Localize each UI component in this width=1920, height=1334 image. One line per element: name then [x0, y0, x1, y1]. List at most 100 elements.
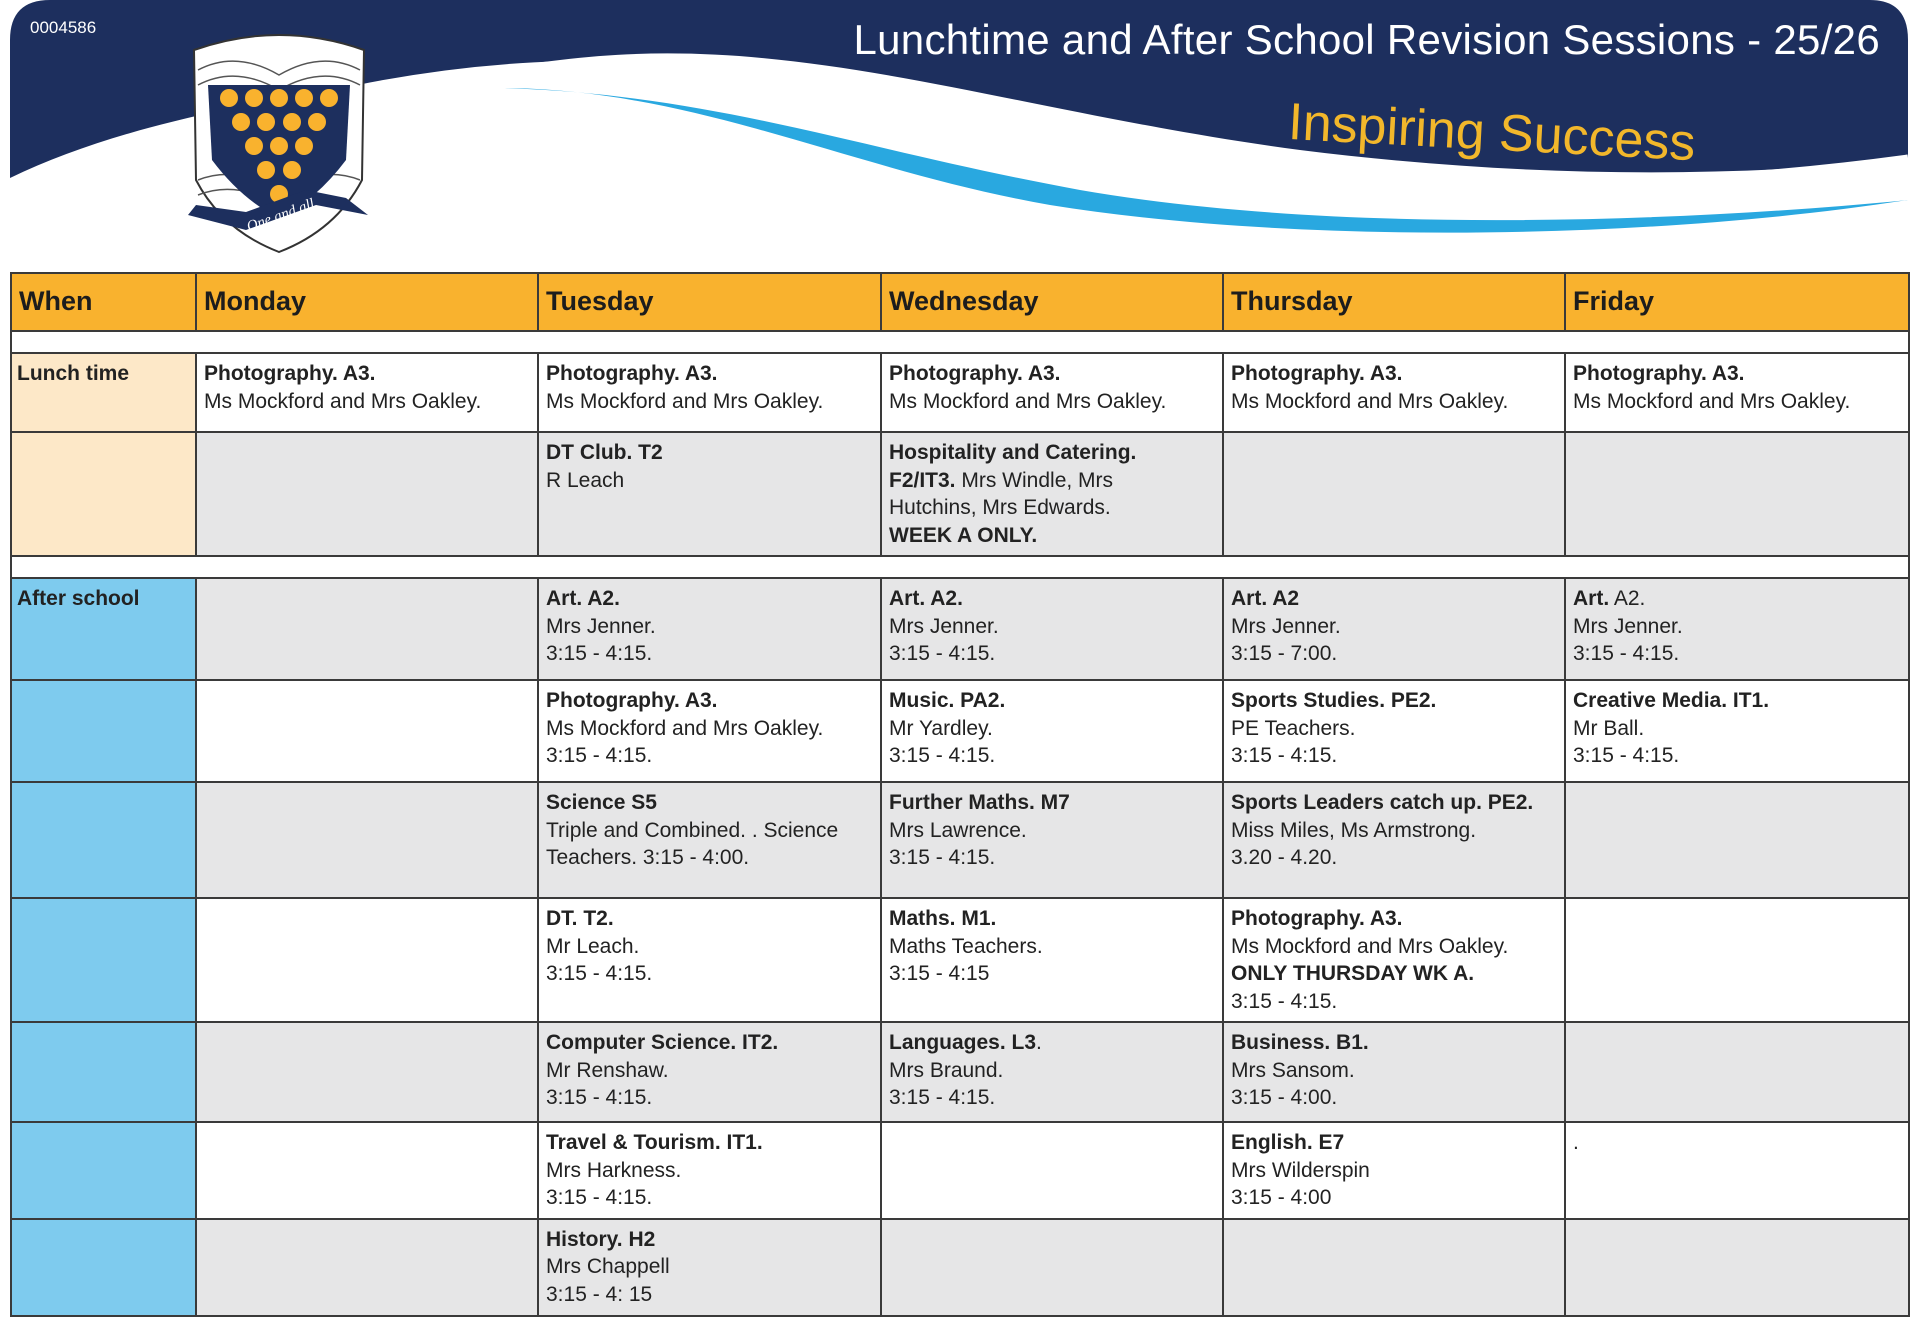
session-line: Teachers. 3:15 - 4:00.: [546, 844, 873, 872]
session-line: Mr Ball.: [1573, 715, 1901, 743]
session-line: Science S5: [546, 789, 873, 817]
session-line: Mr Yardley.: [889, 715, 1215, 743]
session-detail: 3:15 - 4:00: [1231, 1186, 1332, 1209]
session-cell-wednesday: [880, 1217, 1224, 1317]
session-cell-tuesday: Science S5 Triple and Combined. . Science…: [537, 781, 882, 899]
session-detail: Ms Mockford and Mrs Oakley.: [1573, 389, 1851, 413]
session-title: ONLY THURSDAY WK A.: [1231, 962, 1475, 985]
session-cell-tuesday: Photography. A3. Ms Mockford and Mrs Oakl…: [537, 679, 882, 783]
session-line: Miss Miles, Ms Armstrong.: [1231, 817, 1557, 845]
session-line: Languages. L3.: [889, 1029, 1215, 1057]
session-line: Photography. A3.: [546, 687, 873, 715]
session-line: History. H2: [546, 1226, 873, 1254]
session-line: Ms Mockford and Mrs Oakley.: [1231, 933, 1557, 961]
session-detail: Mrs Sansom.: [1231, 1058, 1355, 1082]
session-cell-friday: [1564, 1217, 1910, 1317]
session-cell-tuesday: Computer Science. IT2. Mr Renshaw. 3:15 - …: [537, 1021, 882, 1123]
session-title: Art. A2.: [546, 587, 620, 610]
session-line: 3:15 - 4:15.: [889, 742, 1215, 770]
table-row: DT Club. T2 R Leach Hospitality and Cateri…: [10, 431, 1910, 557]
session-line: DT. T2.: [546, 905, 873, 933]
session-line: Business. B1.: [1231, 1029, 1557, 1057]
session-line: Mrs Jenner.: [1573, 613, 1901, 641]
session-cell-friday: .: [1564, 1121, 1910, 1220]
session-cell-thursday: Art. A2 Mrs Jenner. 3:15 - 7:00.: [1222, 577, 1566, 681]
session-line: Mrs Harkness.: [546, 1157, 873, 1185]
session-line: Mrs Chappell: [546, 1253, 873, 1281]
session-cell-wednesday: Music. PA2. Mr Yardley. 3:15 - 4:15.: [880, 679, 1224, 783]
session-cell-tuesday: Photography. A3. Ms Mockford and Mrs Oakl…: [537, 352, 882, 433]
session-title: Photography. A3.: [1231, 907, 1403, 930]
session-line: Mrs Braund.: [889, 1057, 1215, 1085]
session-title: Photography. A3.: [546, 362, 718, 385]
session-line: Mrs Wilderspin: [1231, 1157, 1557, 1185]
session-cell-thursday: [1222, 1217, 1566, 1317]
spacer-row: [10, 555, 1910, 579]
when-cell: [10, 431, 197, 557]
session-title: Maths. M1.: [889, 907, 997, 930]
session-line: Mrs Jenner.: [889, 613, 1215, 641]
session-cell-wednesday: Further Maths. M7 Mrs Lawrence. 3:15 - 4:1…: [880, 781, 1224, 899]
when-cell: [10, 1021, 197, 1123]
session-detail: 3:15 - 4:15.: [889, 846, 996, 869]
when-cell: Lunch time: [10, 352, 197, 433]
session-detail: Ms Mockford and Mrs Oakley.: [1231, 934, 1509, 958]
session-cell-friday: [1564, 431, 1910, 557]
session-cell-monday: [195, 1021, 539, 1123]
session-detail: Mrs Jenner.: [1231, 614, 1341, 638]
when-cell: [10, 1217, 197, 1317]
session-line: 3:15 - 4:15.: [889, 640, 1215, 668]
session-title: Photography. A3.: [889, 362, 1061, 385]
session-line: Photography. A3.: [546, 360, 873, 388]
session-line: Mrs Jenner.: [546, 613, 873, 641]
session-cell-monday: [195, 897, 539, 1023]
session-detail: Mrs Jenner.: [546, 614, 656, 638]
spacer-cell: [10, 330, 1910, 354]
session-title: Creative Media. IT1.: [1573, 689, 1770, 712]
header-banner: [10, 0, 1909, 233]
session-cell-monday: Photography. A3. Ms Mockford and Mrs Oakl…: [195, 352, 539, 433]
session-detail: Mrs Jenner.: [1573, 614, 1683, 638]
session-line: Music. PA2.: [889, 687, 1215, 715]
session-detail: 3:15 - 4:15.: [1573, 642, 1680, 665]
session-line: 3:15 - 4:15.: [889, 1084, 1215, 1112]
page-title: Lunchtime and After School Revision Sess…: [853, 16, 1880, 63]
session-title: Photography. A3.: [546, 689, 718, 712]
when-cell: [10, 781, 197, 899]
session-detail: Mrs Lawrence.: [889, 818, 1027, 842]
session-cell-thursday: Sports Leaders catch up. PE2. Miss Miles,…: [1222, 781, 1566, 899]
session-line: Photography. A3.: [1231, 905, 1557, 933]
session-line: Sports Leaders catch up. PE2.: [1231, 789, 1557, 817]
session-title: DT Club. T2: [546, 441, 663, 464]
session-detail: R Leach: [546, 468, 625, 492]
session-line: Mr Renshaw.: [546, 1057, 873, 1085]
session-line: Photography. A3.: [204, 360, 530, 388]
session-cell-monday: [195, 1121, 539, 1220]
session-line: Mrs Lawrence.: [889, 817, 1215, 845]
session-cell-friday: Creative Media. IT1. Mr Ball. 3:15 - 4:15.: [1564, 679, 1910, 783]
session-title: Photography. A3.: [1231, 362, 1403, 385]
table-row: Science S5 Triple and Combined. . Science…: [10, 781, 1910, 899]
session-detail: Ms Mockford and Mrs Oakley.: [204, 389, 482, 413]
session-title: English. E7: [1231, 1131, 1345, 1154]
session-detail: 3:15 - 4:15.: [546, 962, 653, 985]
document-id: 0004586: [30, 18, 97, 37]
session-line: 3:15 - 4:00: [1231, 1184, 1557, 1212]
session-detail: 3:15 - 4:15: [889, 962, 990, 985]
session-line: English. E7: [1231, 1129, 1557, 1157]
session-line: WEEK A ONLY.: [889, 522, 1215, 550]
session-cell-tuesday: DT. T2. Mr Leach. 3:15 - 4:15.: [537, 897, 882, 1023]
when-cell: [10, 679, 197, 783]
session-title: Music. PA2.: [889, 689, 1006, 712]
session-line: 3:15 - 4:15.: [1573, 640, 1901, 668]
session-detail: Hutchins, Mrs Edwards.: [889, 496, 1111, 519]
session-title: Hospitality and Catering.: [889, 441, 1137, 464]
session-line: Maths. M1.: [889, 905, 1215, 933]
session-title: WEEK A ONLY.: [889, 523, 1038, 547]
session-cell-friday: [1564, 897, 1910, 1023]
session-line: Hospitality and Catering.: [889, 439, 1215, 467]
session-line: Mrs Sansom.: [1231, 1057, 1557, 1085]
table-header-row: When Monday Tuesday Wednesday Thursday Friday: [10, 272, 1910, 332]
session-detail: 3:15 - 4:15.: [1231, 744, 1338, 767]
session-detail: Teachers. 3:15 - 4:00.: [546, 846, 750, 869]
